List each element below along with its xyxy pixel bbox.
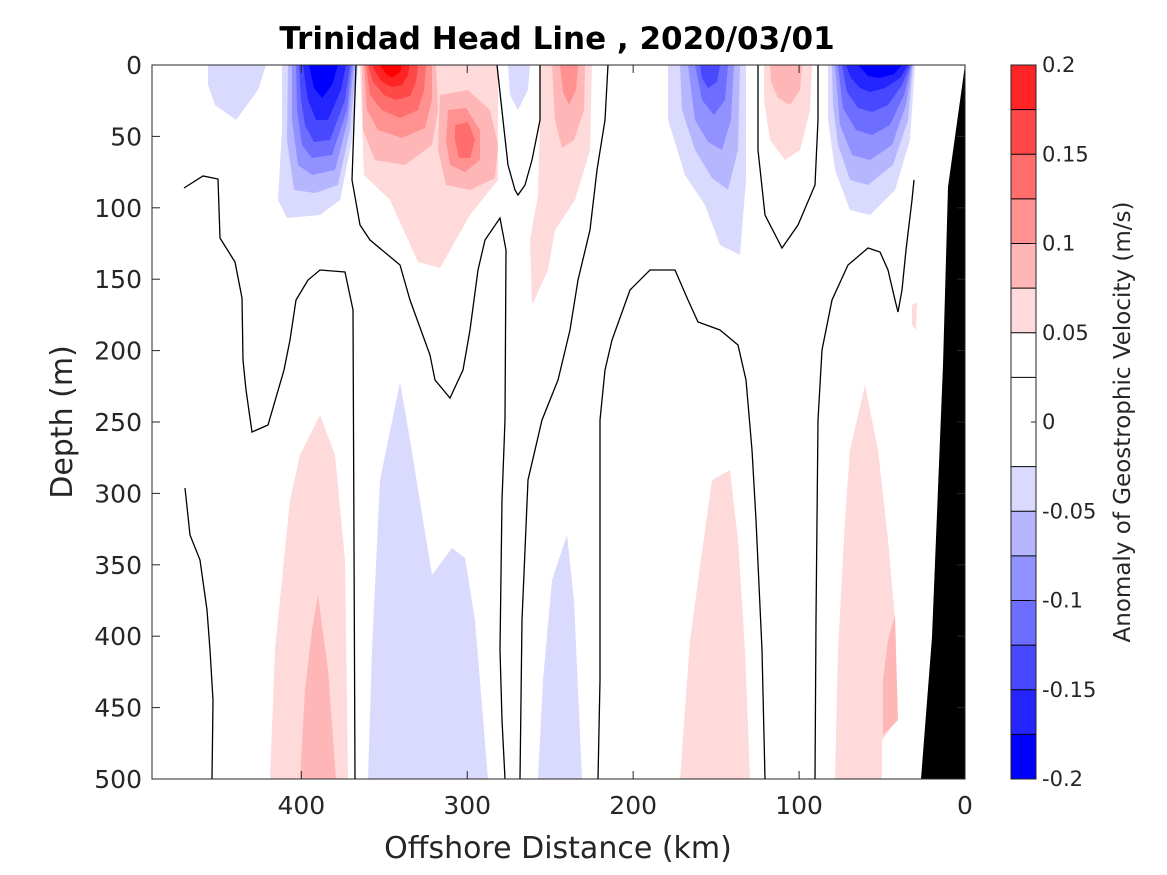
contour-fill-positive	[455, 122, 475, 158]
colorbar-tick-label: 0	[1042, 410, 1055, 434]
colorbar-swatch	[1011, 109, 1036, 155]
y-axis: 0 50 100 150 200 250 300 350 400 450 500	[94, 51, 965, 794]
contour-fill-positive	[380, 65, 402, 78]
colorbar-tick-label: 0.2	[1042, 53, 1075, 77]
y-tick-label: 300	[94, 479, 142, 508]
colorbar-swatch	[1011, 243, 1036, 289]
colorbar-swatch	[1011, 332, 1036, 378]
colorbar-swatch	[1011, 734, 1036, 779]
y-tick-label: 100	[94, 194, 142, 223]
x-axis: 400 300 200 100 0	[277, 65, 973, 820]
contour-fill-positive	[680, 470, 750, 779]
zero-contour-line	[184, 487, 214, 779]
bathymetry-seafloor	[921, 65, 965, 779]
colorbar-swatch	[1011, 154, 1036, 199]
colorbar-swatch	[1011, 600, 1036, 646]
y-axis-label: Depth (m)	[45, 345, 80, 499]
x-tick-label: 100	[775, 791, 823, 820]
colorbar-swatch	[1011, 689, 1036, 735]
contour-fill-negative	[508, 65, 530, 110]
contour-fill-positive	[552, 65, 585, 148]
colorbar-tick-label: -0.15	[1042, 678, 1096, 702]
contour-fill-negative	[858, 65, 902, 78]
colorbar-swatch	[1011, 645, 1036, 690]
contour-fill-positive	[770, 65, 802, 105]
x-tick-label: 400	[277, 791, 325, 820]
colorbar-swatch	[1011, 511, 1036, 556]
y-tick-label: 250	[94, 408, 142, 437]
colorbar-swatch	[1011, 288, 1036, 333]
x-axis-label: Offshore Distance (km)	[384, 831, 732, 866]
zero-contour-line	[757, 65, 819, 250]
colorbar: 0.2 0.15 0.1 0.05 0 -0.05 -0.1 -0.15 -0.2	[1010, 53, 1096, 791]
zero-contours	[183, 65, 915, 779]
colorbar-tick-label: -0.2	[1042, 767, 1083, 791]
colorbar-tick-label: 0.15	[1042, 142, 1089, 166]
y-tick-label: 50	[110, 122, 142, 151]
colorbar-swatch	[1011, 466, 1036, 512]
colorbar-tick-label: -0.05	[1042, 499, 1096, 523]
zero-contour-line	[496, 65, 541, 197]
x-tick-label: 200	[609, 791, 657, 820]
contour-fill-negative	[700, 65, 720, 88]
zero-contour-line	[183, 175, 356, 779]
colorbar-swatch	[1011, 65, 1036, 110]
contour-fill-positive	[300, 595, 336, 779]
contour-fill-negative	[538, 535, 582, 779]
chart-title: Trinidad Head Line , 2020/03/01	[279, 21, 834, 57]
contour-fill-negative	[368, 382, 488, 779]
x-tick-label: 300	[443, 791, 491, 820]
y-tick-label: 350	[94, 551, 142, 580]
contour-fill-negative	[309, 65, 338, 98]
contour-fill-negative	[208, 65, 266, 120]
zero-contour-line	[814, 179, 915, 779]
contour-fill-positive	[912, 302, 917, 330]
colorbar-tick-label: 0.05	[1042, 321, 1089, 345]
y-tick-label: 200	[94, 337, 142, 366]
x-tick-label: 0	[957, 791, 973, 820]
colorbar-swatch	[1011, 555, 1036, 601]
y-tick-label: 500	[94, 765, 142, 794]
y-tick-label: 400	[94, 622, 142, 651]
contour-fill-positive	[835, 385, 897, 779]
zero-contour-line	[597, 269, 766, 779]
colorbar-label: Anomaly of Geostrophic Velocity (m/s)	[1110, 202, 1136, 643]
y-tick-label: 150	[94, 265, 142, 294]
colorbar-tick-label: -0.1	[1042, 589, 1083, 613]
plot-area	[151, 64, 966, 780]
zero-contour-line	[519, 65, 609, 779]
colorbar-swatch	[1011, 198, 1036, 244]
contour-fill-positive	[560, 65, 578, 105]
y-tick-label: 0	[126, 51, 142, 80]
y-tick-label: 450	[94, 694, 142, 723]
zero-contour-line	[351, 65, 507, 779]
colorbar-tick-label: 0.1	[1042, 232, 1075, 256]
contour-fills	[208, 65, 917, 779]
contour-fill-positive	[883, 615, 898, 735]
